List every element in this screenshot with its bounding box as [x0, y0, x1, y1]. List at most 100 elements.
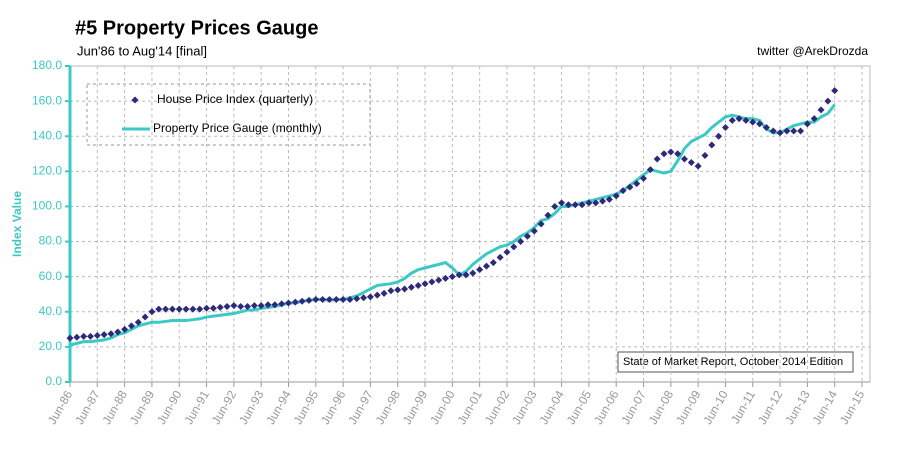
point: [790, 127, 798, 135]
point: [633, 180, 641, 188]
y-tick-label: 120.0: [32, 164, 62, 178]
x-tick-label: Jun-89: [127, 388, 158, 427]
x-tick-label: Jun-14: [810, 388, 841, 427]
point: [769, 127, 777, 135]
y-axis-label: Index Value: [10, 191, 24, 257]
point: [831, 87, 839, 95]
y-tick-label: 40.0: [39, 304, 63, 318]
y-tick-label: 0.0: [45, 374, 62, 388]
point: [380, 289, 388, 297]
x-tick-label: Jun-11: [728, 388, 758, 426]
point: [551, 202, 559, 210]
point: [182, 305, 190, 313]
point: [73, 333, 81, 341]
x-tick-label: Jun-87: [72, 388, 103, 427]
point: [797, 127, 805, 135]
point: [196, 305, 204, 313]
point: [605, 195, 613, 203]
point: [523, 232, 531, 240]
point: [373, 291, 381, 299]
point: [203, 304, 211, 312]
point: [824, 97, 832, 105]
point: [339, 295, 347, 303]
point: [305, 296, 313, 304]
point: [421, 280, 429, 288]
x-tick-label: Jun-03: [509, 388, 540, 427]
point: [271, 301, 279, 309]
point: [353, 295, 361, 303]
point: [469, 269, 477, 277]
point: [455, 271, 463, 279]
point: [564, 201, 572, 209]
x-tick-label: Jun-04: [536, 388, 567, 427]
point: [264, 301, 272, 309]
point: [462, 271, 470, 279]
x-tick-label: Jun-99: [400, 388, 431, 427]
point: [680, 155, 688, 163]
x-tick-label: Jun-91: [181, 388, 212, 427]
y-tick-label: 80.0: [39, 234, 63, 248]
y-tick-label: 160.0: [32, 93, 62, 107]
x-tick-label: Jun-01: [455, 388, 486, 427]
x-tick-label: Jun-86: [45, 388, 76, 427]
point: [414, 281, 422, 289]
point: [387, 287, 395, 295]
point: [735, 115, 743, 123]
credit: twitter @ArekDrozda: [757, 44, 868, 58]
y-tick-label: 20.0: [39, 339, 63, 353]
point: [237, 303, 245, 311]
point: [162, 305, 170, 313]
point: [278, 300, 286, 308]
x-tick-label: Jun-88: [99, 388, 130, 427]
note: State of Market Report, October 2014 Edi…: [623, 356, 843, 368]
point: [223, 303, 231, 311]
x-tick-label: Jun-10: [700, 388, 731, 427]
note-box: [617, 351, 854, 373]
point: [284, 299, 292, 307]
x-tick-label: Jun-06: [591, 388, 622, 427]
point: [776, 129, 784, 137]
point: [762, 123, 770, 131]
point: [325, 295, 333, 303]
point: [114, 328, 122, 336]
point: [817, 106, 825, 114]
point: [810, 115, 818, 123]
point: [107, 330, 115, 338]
point: [626, 183, 634, 191]
y-tick-label: 60.0: [39, 269, 63, 283]
point: [442, 274, 450, 282]
point: [476, 266, 484, 274]
point: [721, 123, 729, 131]
x-tick-label: Jun-07: [618, 388, 649, 427]
x-tick-label: Jun-95: [291, 388, 322, 427]
point: [360, 294, 368, 302]
point: [558, 199, 566, 207]
x-tick-label: Jun-05: [564, 388, 595, 427]
x-tick-label: Jun-93: [236, 388, 267, 427]
point: [537, 220, 545, 228]
point: [250, 302, 258, 310]
x-tick-label: Jun-98: [373, 388, 404, 427]
point: [530, 227, 538, 235]
x-tick-label: Jun-09: [673, 388, 704, 427]
point: [599, 197, 607, 205]
point: [708, 141, 716, 149]
point: [366, 293, 374, 301]
point: [544, 211, 552, 219]
point: [407, 283, 415, 291]
x-tick-label: Jun-90: [154, 388, 185, 427]
point: [66, 334, 74, 342]
y-tick-label: 180.0: [32, 58, 62, 72]
x-tick-label: Jun-97: [345, 388, 376, 427]
point: [619, 187, 627, 195]
point: [571, 201, 579, 209]
point: [148, 308, 156, 316]
point: [121, 325, 129, 333]
point: [189, 305, 197, 313]
point: [660, 150, 668, 158]
point: [332, 295, 340, 303]
point: [100, 331, 108, 339]
point: [209, 304, 217, 312]
x-tick-label: Jun-94: [263, 388, 294, 427]
